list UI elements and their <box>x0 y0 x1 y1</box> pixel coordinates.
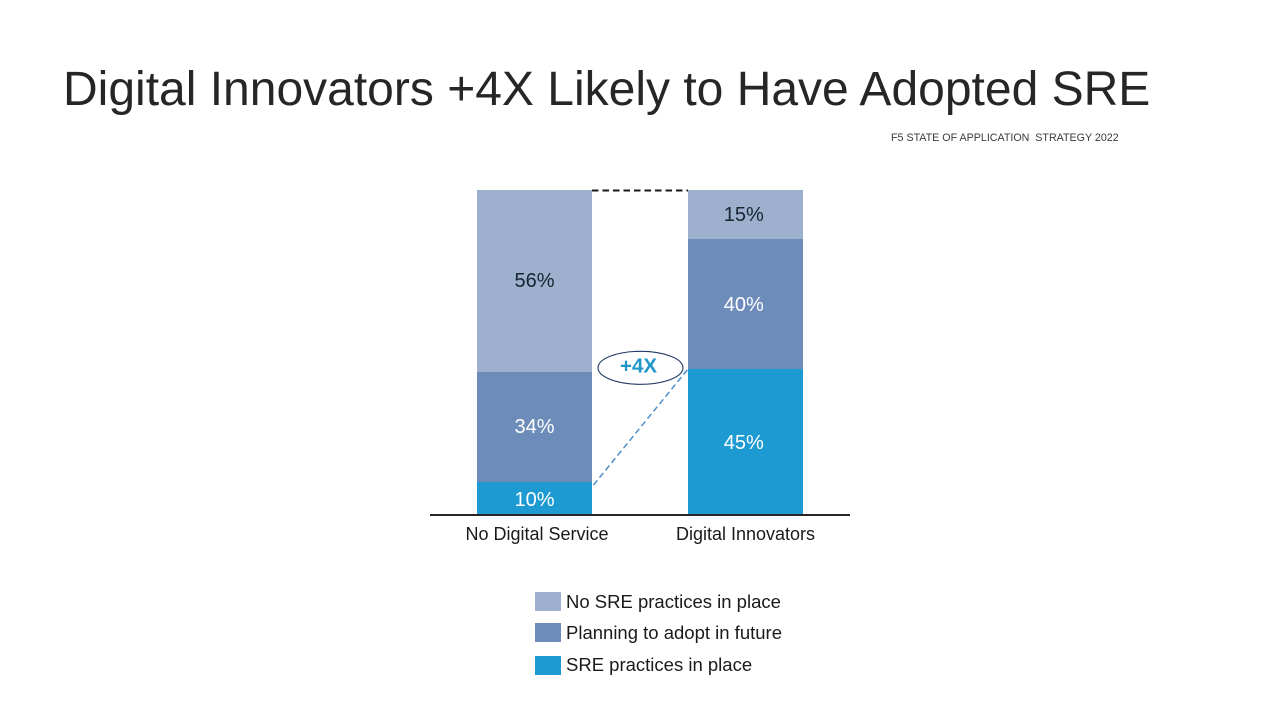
svg-text:+4X: +4X <box>620 355 657 378</box>
